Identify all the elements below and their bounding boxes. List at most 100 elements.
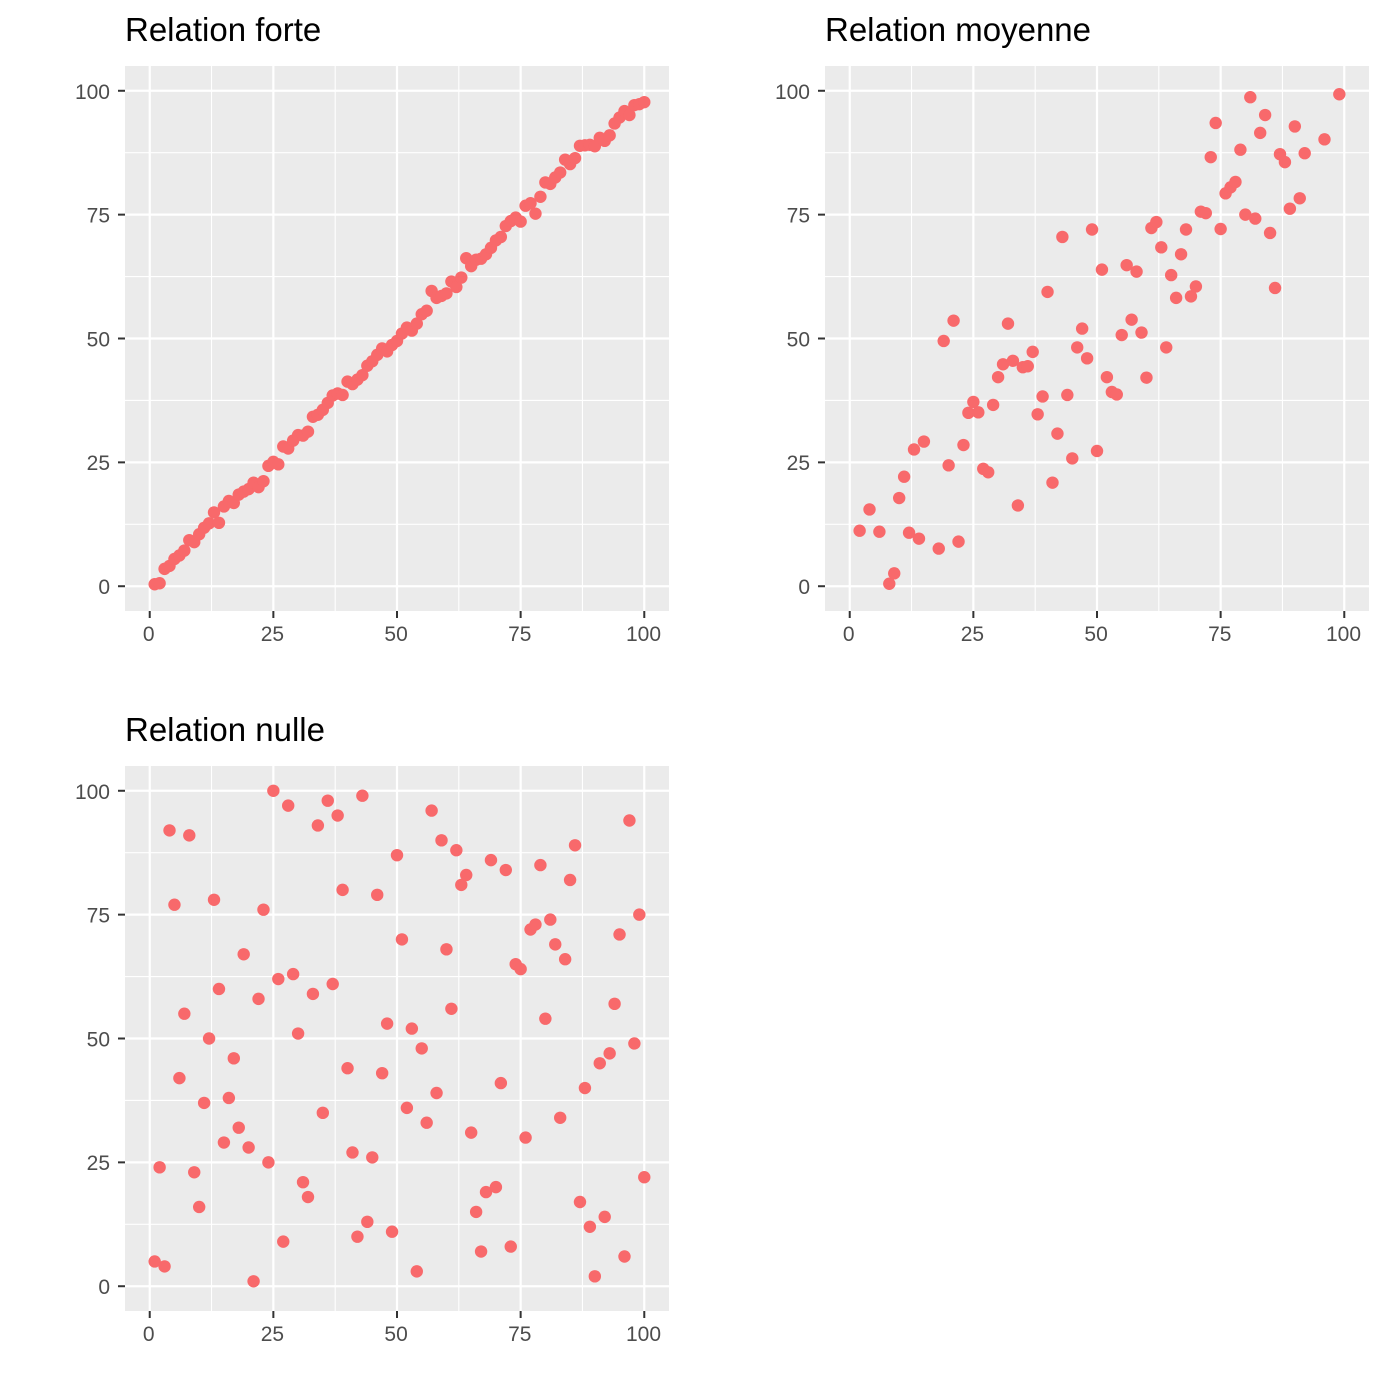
data-point bbox=[460, 868, 473, 882]
data-point bbox=[1214, 222, 1227, 236]
data-point bbox=[967, 395, 980, 409]
y-tick-label: 75 bbox=[787, 205, 810, 228]
gridlines bbox=[825, 66, 1369, 611]
y-tick-label: 25 bbox=[787, 452, 810, 475]
data-point bbox=[1209, 116, 1222, 130]
data-point bbox=[158, 1260, 171, 1273]
data-point bbox=[942, 459, 955, 472]
data-point bbox=[853, 524, 866, 537]
data-point bbox=[578, 1081, 592, 1095]
data-point bbox=[1263, 226, 1277, 240]
x-tick-label: 0 bbox=[843, 623, 855, 646]
data-point bbox=[1110, 388, 1123, 401]
data-point bbox=[917, 435, 931, 448]
data-point bbox=[153, 1161, 166, 1174]
data-points bbox=[853, 88, 1346, 590]
data-point bbox=[291, 1027, 305, 1040]
data-point bbox=[188, 1166, 201, 1179]
data-point bbox=[217, 1136, 231, 1149]
x-tick-label: 25 bbox=[261, 623, 284, 646]
data-point bbox=[1174, 248, 1188, 261]
data-point bbox=[272, 972, 285, 986]
data-point bbox=[1130, 265, 1143, 278]
data-point bbox=[420, 1116, 433, 1129]
data-point bbox=[608, 997, 621, 1011]
data-point bbox=[316, 1106, 330, 1120]
data-point bbox=[375, 1066, 389, 1080]
data-point bbox=[544, 913, 557, 926]
data-point bbox=[207, 893, 221, 906]
data-point bbox=[593, 1057, 606, 1070]
data-point bbox=[207, 506, 221, 519]
data-point bbox=[331, 809, 344, 822]
panel-title: Relation forte bbox=[125, 11, 321, 48]
y-tick-label: 75 bbox=[87, 205, 110, 228]
data-point bbox=[1036, 390, 1049, 403]
data-point bbox=[361, 1215, 374, 1229]
data-point bbox=[1283, 202, 1297, 215]
x-tick-label: 25 bbox=[961, 623, 984, 646]
x-tick-label: 100 bbox=[626, 623, 661, 646]
data-point bbox=[430, 1086, 443, 1100]
data-point bbox=[598, 1210, 611, 1224]
data-point bbox=[484, 853, 498, 867]
data-point bbox=[148, 1255, 161, 1268]
data-point bbox=[410, 1265, 423, 1278]
data-point bbox=[982, 466, 995, 479]
data-point bbox=[529, 207, 542, 220]
data-point bbox=[371, 888, 384, 902]
x-tick-label: 50 bbox=[384, 1323, 407, 1346]
data-point bbox=[1239, 208, 1252, 221]
data-point bbox=[549, 938, 562, 951]
data-point bbox=[519, 1131, 532, 1144]
data-point bbox=[336, 388, 349, 402]
data-point bbox=[168, 898, 181, 911]
data-point bbox=[272, 458, 285, 471]
data-point bbox=[991, 370, 1005, 384]
data-point bbox=[986, 398, 1000, 412]
data-point bbox=[618, 1250, 631, 1263]
data-point bbox=[1288, 120, 1302, 133]
data-point bbox=[1051, 427, 1064, 440]
data-point bbox=[1164, 268, 1178, 282]
data-point bbox=[907, 443, 921, 456]
data-point bbox=[336, 883, 349, 897]
data-point bbox=[1066, 452, 1079, 465]
data-point bbox=[1204, 150, 1217, 164]
data-point bbox=[1155, 241, 1168, 254]
data-point bbox=[638, 1171, 651, 1184]
axes: 0 25 50 75 100 0 25 50 75 100 bbox=[775, 81, 1361, 646]
panel-moyenne: Relation moyenne 0 25 50 75 100 0 25 50 … bbox=[775, 11, 1369, 646]
data-point bbox=[1041, 285, 1054, 299]
data-point bbox=[435, 834, 448, 847]
data-point bbox=[1071, 341, 1084, 354]
y-tick-label: 0 bbox=[798, 576, 810, 599]
data-point bbox=[1199, 206, 1213, 220]
data-point bbox=[932, 542, 945, 555]
data-point bbox=[227, 1052, 240, 1065]
data-point bbox=[420, 304, 433, 317]
data-point bbox=[1169, 291, 1183, 305]
data-point bbox=[972, 406, 985, 419]
data-point bbox=[440, 287, 453, 300]
data-point bbox=[405, 1022, 419, 1035]
data-point bbox=[534, 190, 547, 203]
data-point bbox=[202, 517, 216, 530]
data-points bbox=[148, 784, 651, 1288]
data-point bbox=[197, 1096, 211, 1110]
y-tick-label: 100 bbox=[775, 81, 810, 104]
data-point bbox=[613, 928, 626, 941]
data-point bbox=[1120, 258, 1133, 272]
data-point bbox=[1046, 476, 1059, 489]
y-tick-label: 25 bbox=[87, 452, 110, 475]
data-point bbox=[301, 425, 315, 438]
data-point bbox=[952, 535, 965, 548]
data-point bbox=[306, 987, 320, 1001]
data-point bbox=[380, 1017, 394, 1030]
data-point bbox=[1125, 313, 1138, 326]
data-point bbox=[321, 794, 334, 807]
data-point bbox=[539, 1012, 552, 1025]
data-point bbox=[192, 1200, 206, 1214]
data-point bbox=[474, 1245, 488, 1258]
data-point bbox=[311, 819, 325, 832]
